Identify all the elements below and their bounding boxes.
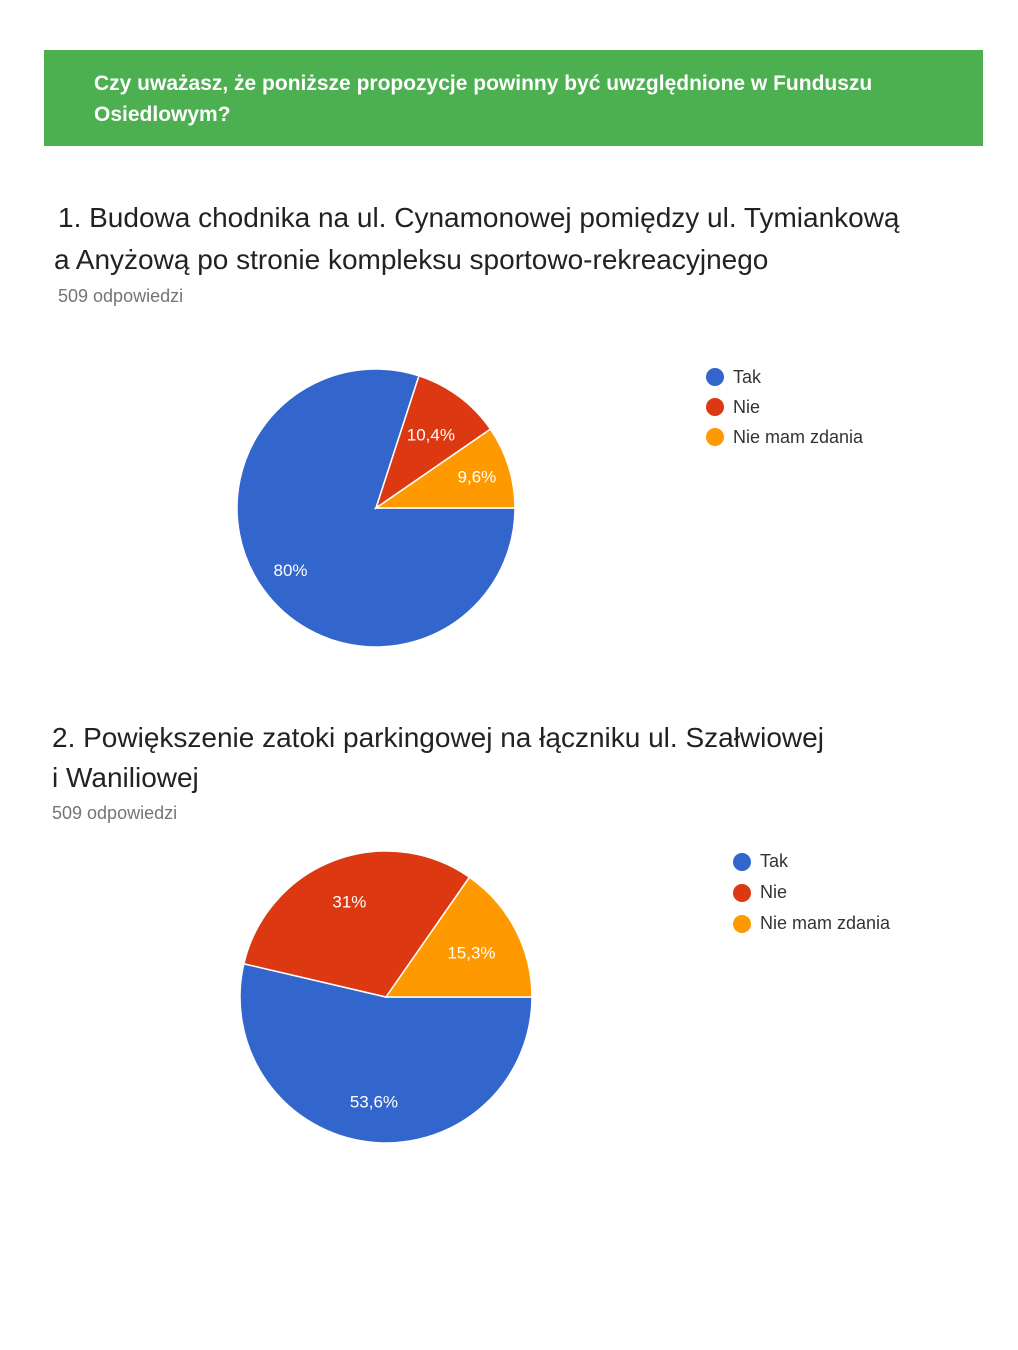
pie-slice-tak xyxy=(239,962,533,1144)
question-2-response-count: 509 odpowiedzi xyxy=(52,803,178,823)
pie-slice-nie-mam-zdania xyxy=(373,428,516,509)
legend-label-nie-mam-zdania: Nie mam zdania xyxy=(760,913,891,933)
legend-label-tak: Tak xyxy=(733,366,762,387)
legend-swatch-tak xyxy=(733,852,751,871)
legend-item-nie-mam-zdania: Nie mam zdania xyxy=(706,422,863,452)
legend-label-tak: Tak xyxy=(760,851,789,871)
question-2-title-line2: i Waniliowej xyxy=(52,762,199,793)
legend-item-nie: Nie xyxy=(733,877,890,908)
pie-label-nie: 31% xyxy=(332,893,366,912)
pie-label-nie-mam-zdania: 9,6% xyxy=(457,468,496,487)
legend-item-tak: Tak xyxy=(733,846,890,877)
legend-swatch-tak xyxy=(706,368,724,386)
pie-label-tak: 80% xyxy=(274,561,308,580)
legend-label-nie-mam-zdania: Nie mam zdania xyxy=(733,426,864,447)
section-banner: Czy uważasz, że poniższe propozycje powi… xyxy=(44,50,983,146)
legend-swatch-nie-mam-zdania xyxy=(733,914,751,933)
legend-label-nie: Nie xyxy=(760,882,788,902)
legend-swatch-nie xyxy=(706,398,724,416)
pie-slice-nie xyxy=(374,374,492,510)
pie-slice-nie-mam-zdania xyxy=(384,876,533,998)
pie-slice-nie xyxy=(242,850,471,998)
section-question: Czy uważasz, że poniższe propozycje powi… xyxy=(94,72,873,126)
legend-label-nie: Nie xyxy=(733,396,761,417)
pie-chart-question-1: 80% 10,4% 9,6% xyxy=(236,368,516,648)
pie-label-tak: 53,6% xyxy=(350,1092,398,1111)
legend-item-tak: Tak xyxy=(706,362,863,392)
legend-item-nie-mam-zdania: Nie mam zdania xyxy=(733,908,890,939)
question-1-response-count: 509 odpowiedzi xyxy=(58,286,184,306)
legend-item-nie: Nie xyxy=(706,392,863,422)
legend-swatch-nie-mam-zdania xyxy=(706,428,724,446)
legend-question-1: Tak Nie Nie mam zdania xyxy=(706,362,863,452)
legend-swatch-nie xyxy=(733,883,751,902)
pie-label-nie: 10,4% xyxy=(407,425,455,444)
pie-chart-question-2: 53,6% 31% 15,3% xyxy=(239,850,533,1144)
question-2-title-line1: 2. Powiększenie zatoki parkingowej na łą… xyxy=(52,722,824,753)
question-1-title-line2: a Anyżową po stronie kompleksu sportowo-… xyxy=(54,244,769,275)
pie-label-nie-mam-zdania: 15,3% xyxy=(447,943,495,962)
question-1-title-line1: 1. Budowa chodnika na ul. Cynamonowej po… xyxy=(58,202,900,233)
legend-question-2: Tak Nie Nie mam zdania xyxy=(733,846,890,939)
